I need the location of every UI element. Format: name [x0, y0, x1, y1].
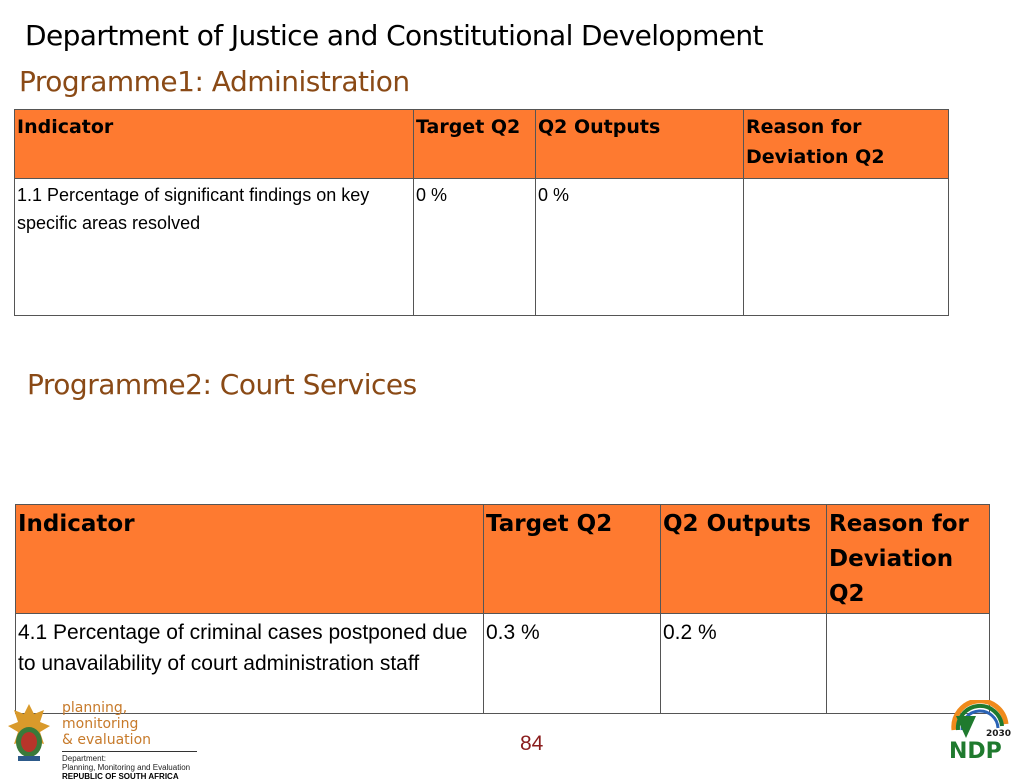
reason-cell [743, 178, 949, 316]
dpme-logo-text: planning, monitoring & evaluation Depart… [62, 700, 202, 781]
reason-cell [826, 613, 990, 714]
column-header-reason: Reason for Deviation Q2 [743, 109, 949, 179]
svg-text:NDP: NDP [949, 739, 1002, 762]
department-title: Department of Justice and Constitutional… [25, 19, 764, 52]
page-number: 84 [520, 732, 544, 755]
output-cell: 0.2 % [660, 613, 827, 714]
svg-text:2030: 2030 [986, 729, 1011, 739]
column-header-outputs: Q2 Outputs [535, 109, 744, 179]
indicator-cell: 1.1 Percentage of significant findings o… [14, 178, 414, 316]
column-header-indicator: Indicator [14, 109, 414, 179]
coat-of-arms-icon [8, 704, 50, 761]
column-header-outputs: Q2 Outputs [660, 504, 827, 614]
column-header-indicator: Indicator [15, 504, 484, 614]
table-row: 1.1 Percentage of significant findings o… [14, 178, 949, 316]
table-header-row: Indicator Target Q2 Q2 Outputs Reason fo… [15, 504, 990, 614]
ndp-2030-logo: 2030 NDP [949, 700, 1011, 762]
table-header-row: Indicator Target Q2 Q2 Outputs Reason fo… [14, 109, 949, 179]
target-cell: 0 % [413, 178, 536, 316]
column-header-reason: Reason for Deviation Q2 [826, 504, 990, 614]
dpme-logo: planning, monitoring & evaluation Depart… [2, 700, 202, 781]
table-row: 4.1 Percentage of criminal cases postpon… [15, 613, 990, 714]
programme2-title: Programme2: Court Services [27, 368, 417, 401]
column-header-target: Target Q2 [413, 109, 536, 179]
indicator-cell: 4.1 Percentage of criminal cases postpon… [15, 613, 484, 714]
output-cell: 0 % [535, 178, 744, 316]
column-header-target: Target Q2 [483, 504, 661, 614]
programme1-title: Programme1: Administration [19, 65, 410, 98]
programme1-table: Indicator Target Q2 Q2 Outputs Reason fo… [14, 109, 949, 316]
target-cell: 0.3 % [483, 613, 661, 714]
programme2-table: Indicator Target Q2 Q2 Outputs Reason fo… [15, 504, 990, 714]
